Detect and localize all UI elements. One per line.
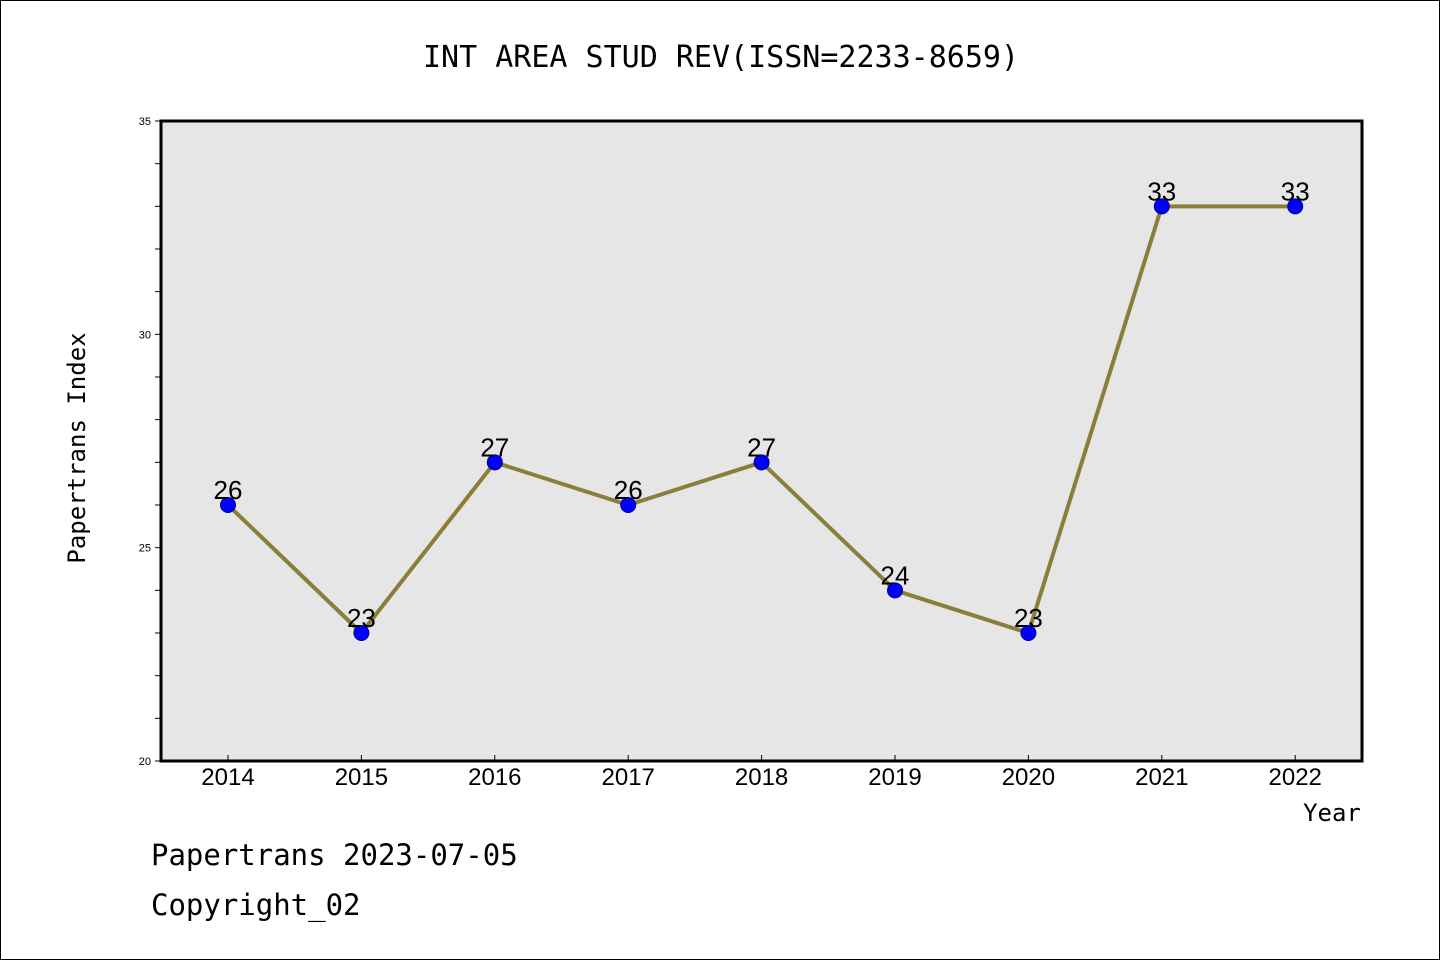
- y-axis-label: Papertrans Index: [63, 332, 91, 563]
- data-label: 23: [347, 603, 376, 633]
- x-tick-label: 2015: [335, 764, 388, 791]
- plot-area: [159, 119, 1364, 763]
- data-label: 27: [747, 432, 776, 462]
- data-label: 26: [614, 475, 643, 505]
- data-point-marker: [1287, 198, 1304, 215]
- y-tick-label: 20: [139, 756, 151, 768]
- data-point-marker: [486, 454, 503, 471]
- data-point-marker: [620, 497, 637, 513]
- data-point-marker: [1020, 625, 1037, 641]
- marker-group: [220, 198, 1304, 641]
- x-tick-label: 2020: [1002, 764, 1055, 791]
- data-label: 33: [1281, 176, 1310, 206]
- x-tick-label: 2021: [1135, 764, 1188, 791]
- data-point-marker: [887, 582, 903, 599]
- data-label: 27: [480, 432, 509, 462]
- footer-date-text: Papertrans 2023-07-05: [151, 838, 518, 872]
- data-point-marker: [220, 497, 236, 513]
- data-label: 33: [1147, 176, 1176, 206]
- data-point-marker: [753, 454, 770, 471]
- x-tick-label: 2016: [468, 764, 521, 791]
- data-point-marker: [353, 625, 370, 641]
- x-tick-label: 2018: [735, 764, 788, 791]
- x-axis: 2014 2015 2016 2017 2018 2019 2020 2021 2022: [201, 755, 1322, 791]
- x-tick-label: 2022: [1269, 764, 1322, 791]
- x-tick-label: 2019: [868, 764, 921, 791]
- y-tick-label: 25: [139, 543, 151, 555]
- data-label: 26: [214, 475, 243, 505]
- y-axis: 20 25 30 35: [139, 116, 161, 768]
- y-tick-label: 30: [139, 329, 151, 341]
- x-tick-label: 2017: [602, 764, 655, 791]
- y-tick-label: 35: [139, 116, 151, 128]
- data-label: 24: [881, 560, 910, 590]
- x-tick-label: 2014: [201, 764, 254, 791]
- data-label-group: 26 23 27 26 27 24 23 33 33: [214, 176, 1310, 633]
- data-point-marker: [1153, 198, 1170, 215]
- footer-copyright-text: Copyright_02: [151, 888, 361, 923]
- data-label: 23: [1014, 603, 1043, 633]
- x-axis-label: Year: [1303, 799, 1361, 827]
- chart-title: INT AREA STUD REV(ISSN=2233-8659): [423, 40, 1019, 75]
